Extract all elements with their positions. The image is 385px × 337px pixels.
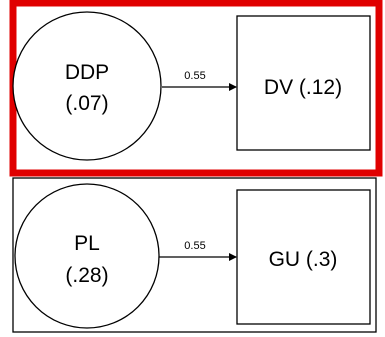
latent-variance-pl: (.28) [65, 264, 108, 287]
path-coefficient-pl-gu: 0.55 [184, 240, 205, 252]
latent-node-ddp [12, 11, 162, 161]
observed-node-dv [236, 15, 371, 151]
model-ddp-dv: DDP (.07) 0.55 DV (.12) [9, 0, 383, 177]
observed-label-dv: DV (.12) [264, 76, 342, 99]
latent-variance-ddp: (.07) [65, 92, 108, 115]
observed-node-gu [236, 189, 371, 325]
observed-label-gu: GU (.3) [269, 248, 338, 271]
path-coefficient-ddp-dv: 0.55 [184, 70, 205, 82]
latent-node-pl [14, 183, 160, 329]
model-pl-gu: PL (.28) 0.55 GU (.3) [12, 177, 377, 333]
model-frame [12, 177, 377, 333]
latent-label-ddp: DDP [65, 61, 109, 84]
latent-label-pl: PL [74, 232, 100, 255]
